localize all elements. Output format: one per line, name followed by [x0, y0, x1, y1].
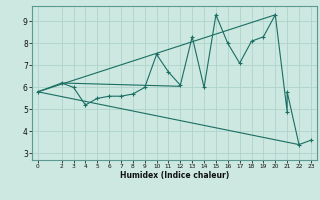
X-axis label: Humidex (Indice chaleur): Humidex (Indice chaleur) [120, 171, 229, 180]
